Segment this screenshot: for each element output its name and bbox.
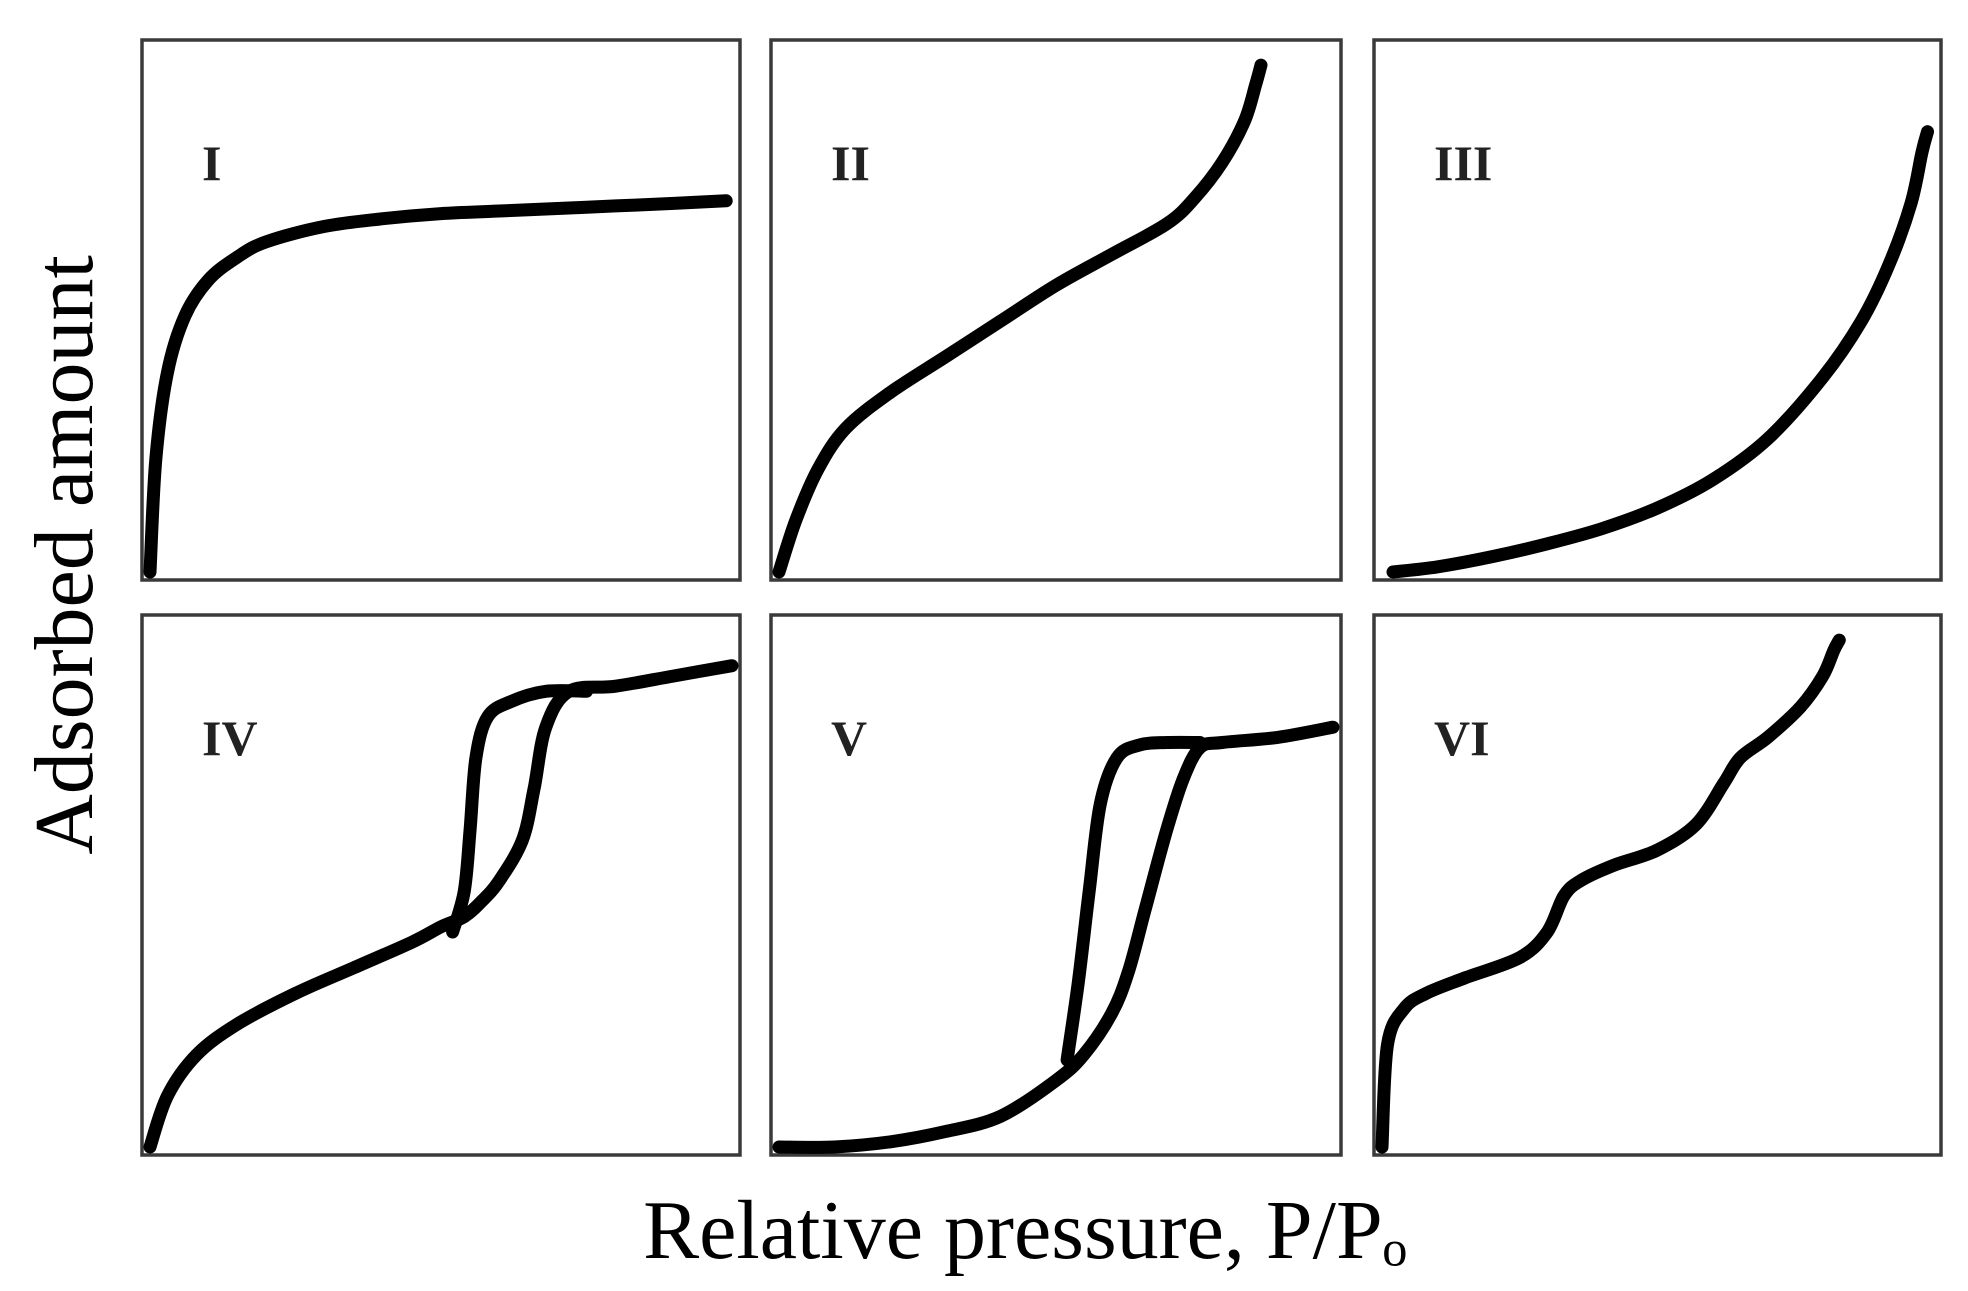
panel-frame — [1372, 613, 1943, 1157]
panel-2: II — [769, 38, 1343, 582]
panel-3: III — [1372, 38, 1943, 582]
panel-frame — [1372, 38, 1943, 582]
isotherm-curve-1 — [772, 58, 1268, 579]
panel-label: VI — [1434, 710, 1490, 766]
panel-label: IV — [202, 710, 258, 766]
panel-5: V — [769, 613, 1343, 1157]
panel-6: VI — [1372, 613, 1943, 1157]
panel-label: V — [831, 710, 867, 766]
panel-4: IV — [140, 613, 742, 1157]
panel-1: I — [140, 38, 742, 582]
panel-label: II — [831, 135, 870, 191]
x-axis-label: Relative pressure, P/Pₒ — [643, 1184, 1407, 1277]
isotherm-curve-2 — [446, 684, 593, 939]
isotherm-curve-2 — [1060, 735, 1207, 1067]
isotherm-curve-1 — [772, 720, 1340, 1154]
panel-frame — [140, 613, 742, 1157]
panel-frame — [769, 38, 1343, 582]
panel-frame — [769, 613, 1343, 1157]
y-axis-label: Adsorbed amount — [18, 255, 111, 855]
isotherm-curve-1 — [1386, 125, 1934, 579]
panel-frame — [140, 38, 742, 582]
isotherm-curve-1 — [1375, 633, 1846, 1154]
isotherm-curve-1 — [143, 194, 733, 579]
panel-label: I — [202, 135, 221, 191]
panel-label: III — [1434, 135, 1492, 191]
